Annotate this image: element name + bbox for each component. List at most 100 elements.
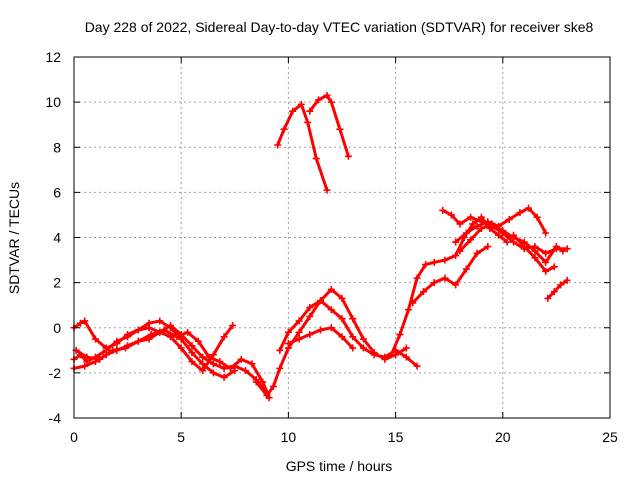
data-point (134, 337, 142, 345)
data-point (557, 281, 565, 289)
data-point (338, 294, 346, 302)
data-point (295, 328, 303, 336)
series-sat-i (306, 91, 352, 160)
x-tick-label: 0 (70, 429, 78, 445)
data-point (252, 378, 260, 386)
data-point (276, 364, 284, 372)
data-point (516, 209, 524, 217)
data-point (306, 312, 314, 320)
data-point (456, 247, 464, 255)
data-point (284, 328, 292, 336)
data-point (473, 222, 481, 230)
data-point (188, 358, 196, 366)
chart-title: Day 228 of 2022, Sidereal Day-to-day VTE… (85, 19, 594, 35)
data-point (166, 321, 174, 329)
x-tick-label: 25 (602, 429, 618, 445)
data-point (533, 213, 541, 221)
series-sat-m (452, 204, 550, 246)
data-point (306, 331, 314, 339)
data-point (550, 288, 558, 296)
data-point (469, 220, 477, 228)
data-point (338, 333, 346, 341)
data-point (177, 344, 185, 352)
data-point (542, 249, 550, 257)
data-point (462, 229, 470, 237)
data-point (269, 382, 277, 390)
data-point (297, 100, 305, 108)
data-point (109, 346, 117, 354)
data-point (413, 362, 421, 370)
axis-ticks: 0 5 10 15 20 25 -4 -2 0 2 4 6 8 10 12 (45, 49, 618, 445)
data-point (402, 344, 410, 352)
data-point (194, 337, 202, 345)
data-point (306, 303, 314, 311)
data-point (452, 238, 460, 246)
data-point (409, 299, 417, 307)
data-point (344, 152, 352, 160)
data-point (83, 353, 91, 361)
data-point (467, 213, 475, 221)
data-point (91, 335, 99, 343)
data-point (184, 328, 192, 336)
y-tick-label: 12 (45, 49, 61, 65)
data-point (349, 344, 357, 352)
data-point (430, 279, 438, 287)
data-point (317, 297, 325, 305)
data-point (209, 360, 217, 368)
series-sat-e (252, 285, 410, 399)
data-point (542, 258, 550, 266)
data-point (338, 315, 346, 323)
series-line (308, 93, 350, 158)
data-point (280, 125, 288, 133)
data-point (259, 378, 267, 386)
data-point (242, 367, 250, 375)
data-point (220, 373, 228, 381)
data-point (550, 263, 558, 271)
series-sat-c (70, 317, 237, 375)
data-point (199, 360, 207, 368)
data-point (396, 331, 404, 339)
data-point (227, 364, 235, 372)
series-line (72, 319, 235, 373)
data-point (387, 351, 395, 359)
data-point (76, 319, 84, 327)
data-point (199, 353, 207, 361)
data-point (525, 204, 533, 212)
data-point (544, 294, 552, 302)
data-point (216, 358, 224, 366)
series-sat-j (387, 213, 511, 359)
series-sat-o (510, 231, 558, 275)
data-point (327, 324, 335, 332)
series-sat-k (409, 243, 492, 307)
data-point (563, 276, 571, 284)
data-point (505, 215, 513, 223)
data-point (327, 98, 335, 106)
data-point (323, 91, 331, 99)
data-point (359, 344, 367, 352)
data-point (173, 333, 181, 341)
data-point (188, 349, 196, 357)
series-sat-d (72, 326, 273, 402)
data-point (452, 252, 460, 260)
data-point (317, 326, 325, 334)
data-point (359, 335, 367, 343)
series-sat-a (70, 317, 239, 381)
data-point (188, 342, 196, 350)
series-line (254, 287, 408, 397)
data-point (499, 227, 507, 235)
data-point (488, 220, 496, 228)
data-point (276, 346, 284, 354)
data-point (327, 285, 335, 293)
x-tick-label: 20 (495, 429, 511, 445)
data-point (441, 274, 449, 282)
y-axis-title: SDTVAR / TECUs (6, 182, 22, 294)
data-point (314, 96, 322, 104)
x-axis-title: GPS time / hours (286, 458, 393, 474)
data-point (289, 107, 297, 115)
series-sat-p (544, 276, 571, 302)
data-point (456, 220, 464, 228)
data-point (349, 333, 357, 341)
y-tick-label: -2 (49, 365, 62, 381)
data-point (327, 306, 335, 314)
